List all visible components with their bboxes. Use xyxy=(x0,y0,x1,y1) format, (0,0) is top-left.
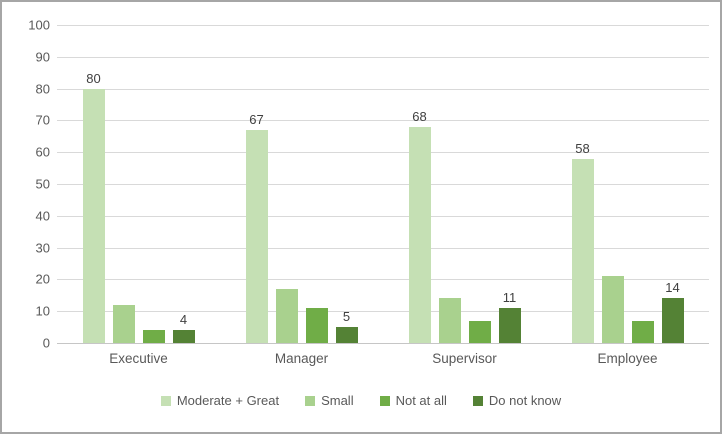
x-category-label-manager: Manager xyxy=(274,351,329,366)
legend-swatch-icon xyxy=(160,395,171,406)
bar-not-at-all-executive xyxy=(142,330,165,343)
bar-not-at-all-manager xyxy=(305,308,328,343)
y-tick-label: 10 xyxy=(35,303,50,319)
bar-do-not-know-manager: 5 xyxy=(335,310,358,343)
bar-moderate-great-supervisor: 68 xyxy=(408,110,431,343)
legend-swatch-icon xyxy=(305,395,316,406)
bar-do-not-know-supervisor: 11 xyxy=(498,291,521,343)
legend-item-do-not-know: Do not know xyxy=(472,393,562,408)
y-tick-label: 30 xyxy=(35,240,50,256)
legend-item-moderate-great: Moderate + Great xyxy=(160,393,280,408)
gridline xyxy=(57,25,709,26)
bar-groups: 80 4 67 5 68 11 58 14 xyxy=(57,25,709,343)
x-category-label-executive: Executive xyxy=(109,351,168,366)
x-category-label-supervisor: Supervisor xyxy=(432,351,497,366)
gridline xyxy=(57,56,709,58)
bar-group-employee: 58 14 xyxy=(546,25,709,343)
bar-small-manager xyxy=(275,288,298,343)
bar-small-supervisor xyxy=(438,298,461,343)
legend-swatch-icon xyxy=(472,395,483,406)
data-label: 4 xyxy=(179,312,188,328)
y-tick-label: 100 xyxy=(28,17,50,33)
legend-item-not-at-all: Not at all xyxy=(379,393,447,408)
bar-do-not-know-executive: 4 xyxy=(172,313,195,343)
bar-small-executive xyxy=(112,304,135,343)
legend: Moderate + Great Small Not at all Do not kn… xyxy=(2,393,720,408)
gridline xyxy=(57,152,709,154)
gridline xyxy=(57,120,709,122)
bar-moderate-great-manager: 67 xyxy=(245,113,268,343)
legend-label: Small xyxy=(321,393,354,408)
data-label: 5 xyxy=(342,309,351,325)
y-tick-label: 20 xyxy=(35,271,50,287)
bar-not-at-all-supervisor xyxy=(468,320,491,343)
legend-label: Moderate + Great xyxy=(176,393,280,408)
legend-item-small: Small xyxy=(305,393,354,408)
data-label: 11 xyxy=(502,290,517,306)
y-axis: 0 10 20 30 40 50 60 70 80 90 100 xyxy=(10,19,50,350)
y-tick-label: 80 xyxy=(35,81,50,97)
bar-group-executive: 80 4 xyxy=(57,25,220,343)
bar-do-not-know-employee: 14 xyxy=(661,281,684,343)
y-tick-label: 50 xyxy=(35,176,50,192)
data-label: 68 xyxy=(412,108,427,124)
bar-group-supervisor: 68 11 xyxy=(383,25,546,343)
y-tick-label: 40 xyxy=(35,208,50,224)
y-tick-label: 70 xyxy=(35,112,50,128)
data-label: 67 xyxy=(249,111,264,127)
legend-label: Do not know xyxy=(488,393,562,408)
plot-area: 80 4 67 5 68 11 58 14 xyxy=(57,25,709,344)
x-axis-line xyxy=(57,343,709,344)
bar-moderate-great-employee: 58 xyxy=(571,142,594,343)
data-label: 80 xyxy=(86,70,101,86)
gridline xyxy=(57,88,709,90)
gridline xyxy=(57,279,709,281)
legend-swatch-icon xyxy=(379,395,390,406)
gridline xyxy=(57,247,709,249)
x-category-label-employee: Employee xyxy=(597,351,658,366)
bar-small-employee xyxy=(601,276,624,343)
data-label: 14 xyxy=(665,280,680,296)
bar-group-manager: 67 5 xyxy=(220,25,383,343)
y-tick-label: 90 xyxy=(35,49,50,65)
bar-moderate-great-executive: 80 xyxy=(82,72,105,343)
x-axis: Executive Manager Supervisor Employee xyxy=(57,351,709,366)
data-label: 58 xyxy=(575,140,590,156)
gridline xyxy=(57,311,709,313)
gridline xyxy=(57,184,709,185)
gridline xyxy=(57,215,709,217)
bar-not-at-all-employee xyxy=(631,320,654,343)
y-tick-label: 0 xyxy=(42,335,50,351)
legend-label: Not at all xyxy=(395,393,447,408)
y-tick-label: 60 xyxy=(35,144,50,160)
